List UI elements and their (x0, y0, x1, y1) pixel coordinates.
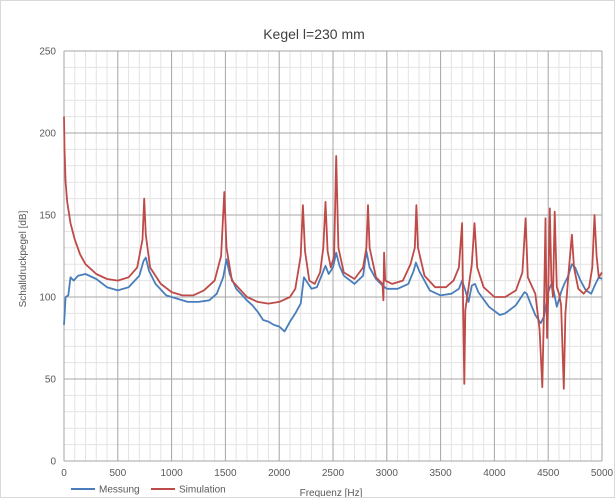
x-tick-label: 2000 (268, 468, 291, 479)
y-axis-title: Schalldruckpegel [dB] (18, 210, 29, 307)
legend-label-simulation: Simulation (179, 485, 226, 496)
x-tick-label: 4500 (537, 468, 560, 479)
grid-layer (63, 50, 603, 462)
series-layer (63, 116, 603, 390)
chart-title: Kegel l=230 mm (263, 26, 365, 42)
y-tick-label: 0 (50, 457, 56, 468)
y-tick-label: 50 (45, 375, 57, 386)
y-tick-label: 200 (39, 129, 56, 140)
legend: Messung Simulation (71, 485, 226, 496)
x-tick-label: 3000 (376, 468, 399, 479)
x-tick-label: 4000 (483, 468, 506, 479)
x-tick-label: 3500 (429, 468, 452, 479)
x-tick-label: 500 (109, 468, 126, 479)
x-axis-title: Frequenz [Hz] (300, 488, 363, 497)
x-tick-label: 2500 (322, 468, 345, 479)
y-tick-label: 100 (39, 293, 56, 304)
x-tick-label: 0 (61, 468, 67, 479)
y-tick-label: 150 (39, 211, 56, 222)
y-tick-label: 250 (39, 47, 56, 58)
series-line-simulation (63, 116, 603, 390)
legend-label-messung: Messung (99, 485, 140, 496)
x-tick-label: 5000 (591, 468, 614, 479)
x-tick-label: 1500 (214, 468, 237, 479)
x-tick-label: 1000 (160, 468, 183, 479)
axis-ticks: 0 500 1000 1500 2000 2500 3000 3500 4000 4500 5000… (39, 47, 613, 480)
